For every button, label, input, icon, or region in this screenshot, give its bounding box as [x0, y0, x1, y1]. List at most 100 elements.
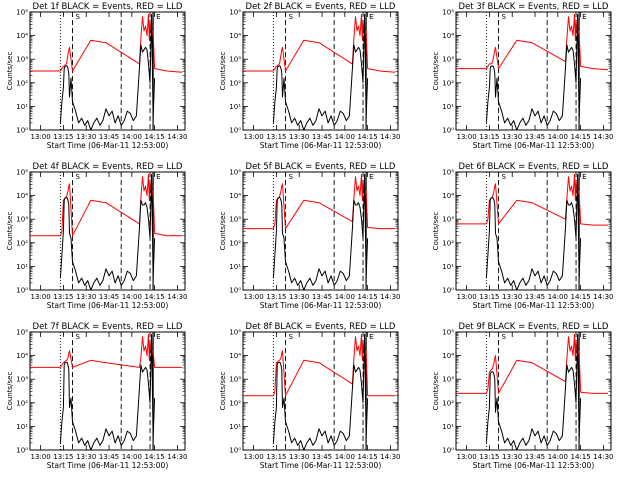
x-tick-label: 13:45 [312, 293, 332, 301]
panel-title: Det 6f BLACK = Events, RED = LLD [459, 162, 609, 172]
panel-title: Det 3f BLACK = Events, RED = LLD [459, 2, 609, 12]
x-tick-label: 14:30 [380, 133, 400, 141]
y-tick-label: 10³ [229, 216, 241, 224]
y-tick-label: 10¹ [229, 103, 241, 111]
panel-title: Det 5f BLACK = Events, RED = LLD [246, 162, 396, 172]
y-tick-label: 10⁰ [442, 127, 454, 135]
panel-det-1f: Det 1f BLACK = Events, RED = LLD 10⁰ 10¹ 10… [6, 2, 187, 150]
y-tick-label: 10³ [16, 376, 28, 384]
series-lld-line [456, 333, 608, 394]
panel-det-6f: Det 6f BLACK = Events, RED = LLD 10⁰ 10¹ 10… [432, 162, 613, 310]
x-tick-label: 13:30 [76, 133, 96, 141]
y-axis-label: Counts/sec [219, 372, 227, 411]
x-tick-label: 13:15 [53, 133, 73, 141]
y-tick-label: 10⁰ [229, 287, 241, 295]
y-axis-label: Counts/sec [432, 52, 440, 91]
marker-label-start: S [289, 173, 294, 181]
panel-det-5f: Det 5f BLACK = Events, RED = LLD 10⁰ 10¹ 10… [219, 162, 400, 310]
y-tick-label: 10² [442, 399, 454, 407]
y-tick-label: 10⁵ [442, 9, 454, 17]
x-tick-label: 13:15 [479, 293, 499, 301]
x-tick-label: 13:15 [53, 293, 73, 301]
y-tick-label: 10² [229, 239, 241, 247]
panel-title: Det 2f BLACK = Events, RED = LLD [246, 2, 396, 12]
x-axis-label: Start Time (06-Mar-11 12:53:00) [473, 461, 595, 470]
y-tick-label: 10² [229, 399, 241, 407]
y-tick-label: 10¹ [16, 263, 28, 271]
series-lld-line [30, 173, 182, 237]
plot-frame [29, 331, 186, 451]
marker-label-end: E [156, 333, 160, 341]
marker-label-end: E [582, 173, 586, 181]
x-axis-label: Start Time (06-Mar-11 12:53:00) [473, 141, 595, 150]
x-tick-label: 13:45 [99, 293, 119, 301]
y-tick-label: 10⁴ [442, 192, 454, 200]
x-tick-label: 14:15 [358, 133, 378, 141]
x-tick-label: 13:30 [502, 453, 522, 461]
y-tick-label: 10⁴ [229, 192, 241, 200]
panel-det-2f: Det 2f BLACK = Events, RED = LLD 10⁰ 10¹ 10… [219, 2, 400, 150]
y-axis-label: Counts/sec [219, 52, 227, 91]
x-tick-label: 13:30 [502, 293, 522, 301]
y-tick-label: 10² [442, 239, 454, 247]
y-tick-label: 10¹ [442, 423, 454, 431]
y-tick-label: 10¹ [442, 263, 454, 271]
series-events-line [59, 13, 156, 131]
y-tick-label: 10³ [16, 216, 28, 224]
y-tick-label: 10⁵ [229, 9, 241, 17]
x-tick-label: 13:45 [312, 453, 332, 461]
marker-label-end: E [156, 13, 160, 21]
x-tick-label: 14:30 [380, 453, 400, 461]
y-tick-label: 10¹ [16, 423, 28, 431]
plot-frame [455, 171, 612, 291]
y-tick-label: 10⁴ [16, 352, 28, 360]
x-tick-label: 13:45 [525, 133, 545, 141]
x-tick-label: 13:15 [479, 133, 499, 141]
x-tick-label: 14:15 [145, 453, 165, 461]
panel-title: Det 4f BLACK = Events, RED = LLD [33, 162, 183, 172]
panel-title: Det 9f BLACK = Events, RED = LLD [459, 322, 609, 332]
series-lld-line [243, 13, 396, 73]
x-tick-label: 13:15 [479, 453, 499, 461]
y-tick-label: 10³ [229, 56, 241, 64]
x-tick-label: 13:45 [525, 453, 545, 461]
x-tick-label: 14:00 [122, 293, 142, 301]
x-tick-label: 14:30 [167, 453, 187, 461]
marker-label-start: S [76, 173, 81, 181]
marker-label-end: E [369, 333, 373, 341]
y-tick-label: 10⁴ [16, 32, 28, 40]
x-tick-label: 14:30 [167, 133, 187, 141]
x-tick-label: 14:15 [358, 293, 378, 301]
y-tick-label: 10⁴ [229, 32, 241, 40]
x-tick-label: 14:15 [571, 133, 591, 141]
x-tick-label: 13:00 [244, 293, 264, 301]
marker-label-start: S [502, 13, 507, 21]
series-events-line [272, 13, 369, 131]
x-tick-label: 14:00 [548, 453, 568, 461]
series-events-line [272, 173, 369, 291]
plot-frame [242, 331, 399, 451]
marker-label-start: S [502, 333, 507, 341]
x-tick-label: 13:45 [525, 293, 545, 301]
x-tick-label: 14:00 [335, 133, 355, 141]
x-tick-label: 14:30 [593, 453, 613, 461]
panel-det-3f: Det 3f BLACK = Events, RED = LLD 10⁰ 10¹ 10… [432, 2, 613, 150]
plot-frame [455, 331, 612, 451]
x-tick-label: 13:45 [312, 133, 332, 141]
x-tick-label: 13:30 [76, 453, 96, 461]
x-tick-label: 13:00 [457, 453, 477, 461]
x-tick-label: 14:00 [335, 453, 355, 461]
x-tick-label: 13:15 [266, 133, 286, 141]
x-axis-label: Start Time (06-Mar-11 12:53:00) [260, 141, 382, 150]
marker-label-start: S [289, 333, 294, 341]
series-events-line [485, 173, 582, 291]
x-tick-label: 13:00 [31, 453, 51, 461]
x-tick-label: 14:15 [571, 453, 591, 461]
y-tick-label: 10⁴ [442, 352, 454, 360]
panel-det-8f: Det 8f BLACK = Events, RED = LLD 10⁰ 10¹ 10… [219, 322, 400, 470]
x-tick-label: 13:45 [99, 453, 119, 461]
marker-label-start: S [76, 333, 81, 341]
x-tick-label: 14:15 [571, 293, 591, 301]
panel-det-4f: Det 4f BLACK = Events, RED = LLD 10⁰ 10¹ 10… [6, 162, 187, 310]
panel-det-9f: Det 9f BLACK = Events, RED = LLD 10⁰ 10¹ 10… [432, 322, 613, 470]
